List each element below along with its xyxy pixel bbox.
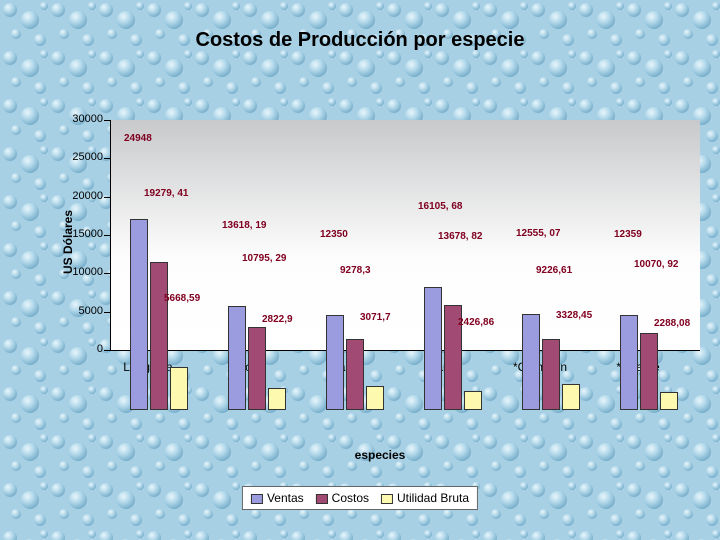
bar-utilidad: [366, 386, 384, 410]
data-label-costos: 19279, 41: [144, 188, 189, 199]
data-label-ventas: 12350: [320, 229, 348, 240]
bar-ventas: [326, 315, 344, 410]
y-axis-title: US Dólares: [61, 210, 75, 274]
data-label-costos: 13678, 82: [438, 231, 483, 242]
plot-background: [110, 120, 700, 350]
legend-label-utilidad: Utilidad Bruta: [397, 491, 469, 505]
legend-item-utilidad: Utilidad Bruta: [381, 491, 469, 505]
y-tick: [104, 120, 110, 121]
bar-costos: [248, 327, 266, 410]
y-tick-label: 15000: [55, 228, 103, 240]
data-label-costos: 9226,61: [536, 265, 572, 276]
y-tick-label: 5000: [55, 305, 103, 317]
y-tick: [104, 197, 110, 198]
swatch-ventas: [251, 494, 263, 504]
data-label-utilidad: 3328,45: [556, 310, 592, 321]
data-label-utilidad: 2822,9: [262, 314, 293, 325]
category-label: Tilapia: [294, 360, 394, 374]
bar-costos: [640, 333, 658, 410]
y-tick: [104, 235, 110, 236]
legend-item-ventas: Ventas: [251, 491, 304, 505]
bar-ventas: [130, 219, 148, 410]
data-label-costos: 10795, 29: [242, 253, 287, 264]
y-tick-label: 20000: [55, 190, 103, 202]
swatch-costos: [316, 494, 328, 504]
category-label: *Camarón: [490, 360, 590, 374]
y-axis-line: [110, 120, 111, 350]
y-tick: [104, 312, 110, 313]
bar-costos: [542, 339, 560, 410]
category-label: Rana: [392, 360, 492, 374]
legend-item-costos: Costos: [316, 491, 369, 505]
legend-label-costos: Costos: [332, 491, 369, 505]
y-tick-label: 10000: [55, 266, 103, 278]
data-label-utilidad: 2426,86: [458, 317, 494, 328]
bar-costos: [346, 339, 364, 410]
bar-utilidad: [268, 388, 286, 410]
bar-utilidad: [562, 384, 580, 410]
y-tick-label: 30000: [55, 113, 103, 125]
bar-utilidad: [170, 367, 188, 410]
bar-utilidad: [660, 392, 678, 410]
y-tick: [104, 350, 110, 351]
y-tick-label: 25000: [55, 151, 103, 163]
swatch-utilidad: [381, 494, 393, 504]
category-label: Trucha: [196, 360, 296, 374]
y-tick: [104, 273, 110, 274]
data-label-utilidad: 5668,59: [164, 293, 200, 304]
bar-utilidad: [464, 391, 482, 410]
y-tick-label: 0: [55, 343, 103, 355]
bar-costos: [150, 262, 168, 410]
data-label-utilidad: 3071,7: [360, 312, 391, 323]
data-label-ventas: 12359: [614, 229, 642, 240]
bar-ventas: [522, 314, 540, 410]
data-label-ventas: 13618, 19: [222, 220, 267, 231]
bar-ventas: [228, 306, 246, 410]
data-label-ventas: 16105, 68: [418, 201, 463, 212]
y-tick: [104, 158, 110, 159]
data-label-costos: 10070, 92: [634, 259, 679, 270]
legend: Ventas Costos Utilidad Bruta: [242, 486, 478, 510]
data-label-utilidad: 2288,08: [654, 318, 690, 329]
bar-ventas: [424, 287, 442, 410]
x-axis-title: especies: [60, 448, 700, 462]
category-label: *Chame: [588, 360, 688, 374]
data-label-ventas: 24948: [124, 133, 152, 144]
x-axis-line: [110, 350, 700, 351]
chart-area: US Dólares especies 05000100001500020000…: [60, 120, 700, 410]
data-label-costos: 9278,3: [340, 265, 371, 276]
chart-title: Costos de Producción por especie: [0, 28, 720, 52]
data-label-ventas: 12555, 07: [516, 228, 561, 239]
legend-label-ventas: Ventas: [267, 491, 304, 505]
bar-ventas: [620, 315, 638, 410]
